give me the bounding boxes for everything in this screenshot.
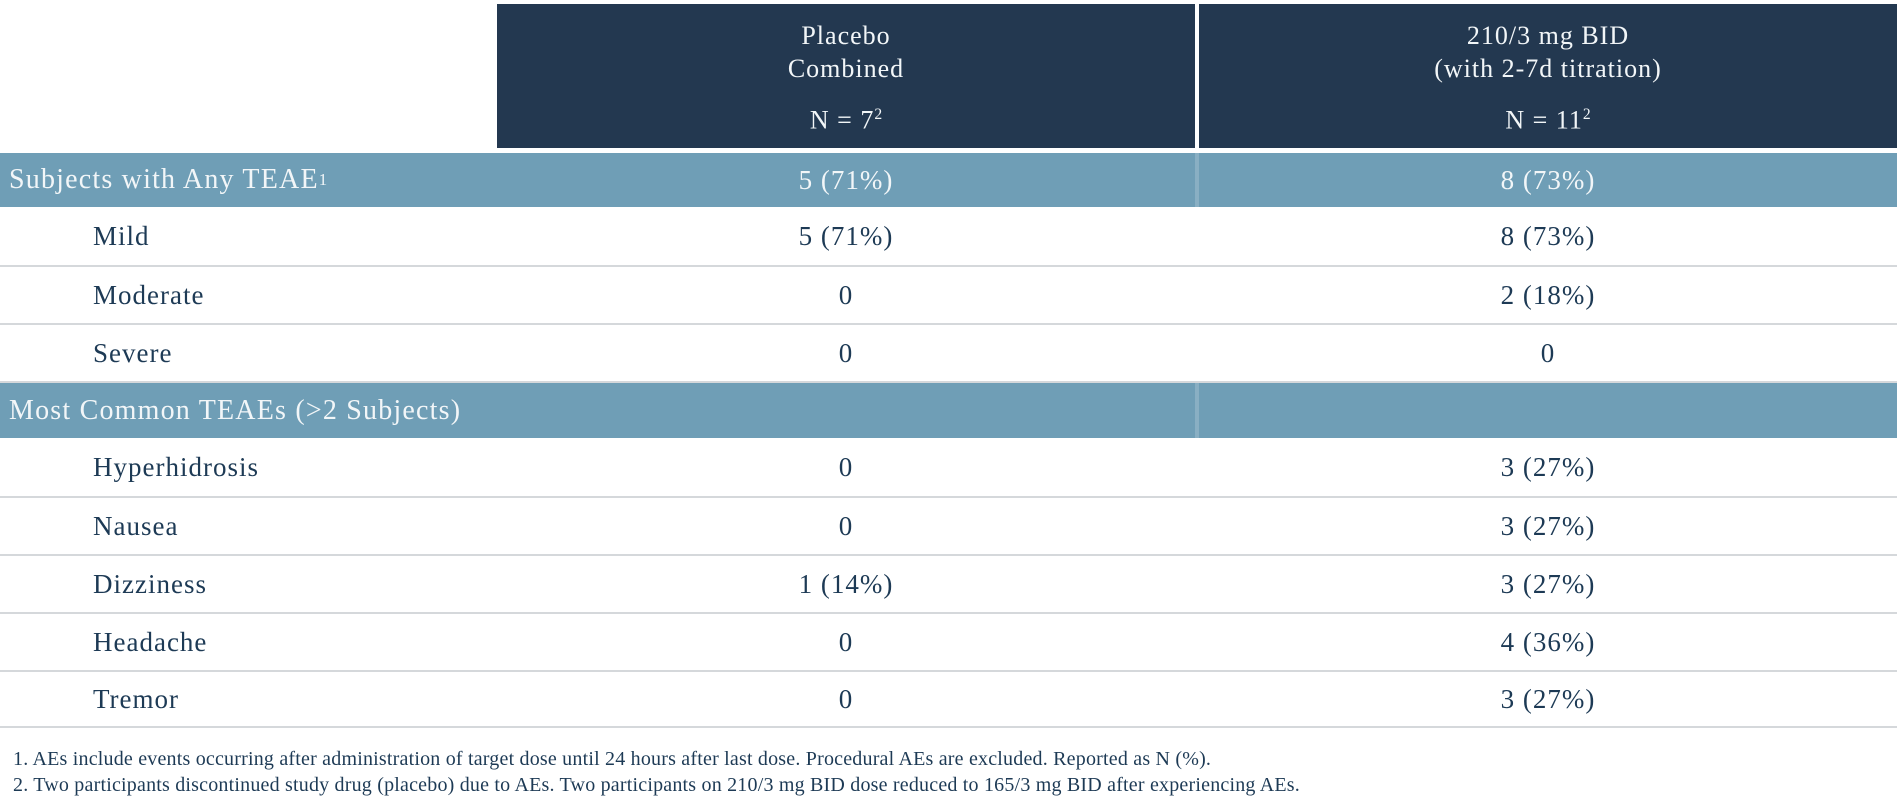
section-label-text: Most Common TEAEs (>2 Subjects) (9, 394, 462, 426)
section-label-text: Subjects with Any TEAE (9, 164, 319, 195)
row-value-placebo: 0 (838, 683, 854, 714)
row-value-dose: 0 (1540, 337, 1556, 368)
table-row-hyperhidrosis: Hyperhidrosis 0 3 (27%) (0, 438, 1897, 496)
row-value-dose: 3 (27%) (1500, 683, 1596, 714)
row-label: Dizziness (93, 568, 207, 599)
row-value-placebo: 0 (838, 451, 854, 482)
table-header-row: Placebo Combined N = 72 210/3 mg BID (wi… (0, 4, 1897, 148)
section-label: Subjects with Any TEAE 1 (0, 153, 497, 207)
n-footnote-marker: 2 (1582, 106, 1591, 123)
row-label: Moderate (93, 279, 205, 310)
footnotes: 1. AEs include events occurring after ad… (0, 746, 1902, 798)
row-label: Tremor (93, 683, 180, 714)
column-n-count: N = 72 (810, 98, 882, 137)
row-value-dose: 4 (36%) (1500, 626, 1596, 657)
column-title-line: Combined (787, 54, 905, 83)
section-footnote-marker: 1 (318, 170, 328, 189)
section-label: Most Common TEAEs (>2 Subjects) (0, 383, 1195, 438)
row-value-placebo: 5 (71%) (798, 220, 894, 251)
row-value-placebo: 0 (838, 510, 854, 541)
row-value-dose: 3 (27%) (1500, 568, 1596, 599)
table-row-tremor: Tremor 0 3 (27%) (0, 670, 1897, 728)
row-label: Nausea (93, 510, 179, 541)
table-row-headache: Headache 0 4 (36%) (0, 612, 1897, 670)
column-seam (1195, 383, 1199, 438)
row-value-dose: 8 (73%) (1500, 220, 1596, 251)
column-n-count: N = 112 (1505, 98, 1590, 137)
column-header-210-3mg-bid: 210/3 mg BID (with 2-7d titration) N = 1… (1199, 4, 1897, 148)
table-row-nausea: Nausea 0 3 (27%) (0, 496, 1897, 554)
table-row-severe: Severe 0 0 (0, 323, 1897, 381)
row-label: Mild (93, 220, 150, 251)
column-title-line: 210/3 mg BID (1466, 21, 1630, 50)
row-value-placebo: 1 (14%) (798, 568, 894, 599)
column-title-line: Placebo (801, 21, 891, 50)
row-value-placebo: 0 (838, 279, 854, 310)
section-value-dose: 8 (73%) (1500, 164, 1596, 195)
row-value-dose: 3 (27%) (1500, 451, 1596, 482)
n-text: N = 7 (809, 105, 875, 135)
table-row-moderate: Moderate 0 2 (18%) (0, 265, 1897, 323)
section-row-most-common-teaes: Most Common TEAEs (>2 Subjects) (0, 381, 1897, 438)
row-value-dose: 2 (18%) (1500, 279, 1596, 310)
column-header-placebo: Placebo Combined N = 72 (497, 4, 1195, 148)
section-empty-cell (1199, 383, 1897, 438)
section-row-subjects-with-any-teae: Subjects with Any TEAE 1 5 (71%) 8 (73%) (0, 153, 1897, 207)
footnote-2: 2. Two participants discontinued study d… (13, 774, 1300, 796)
header-spacer (0, 4, 497, 148)
row-label: Severe (93, 337, 173, 368)
row-value-dose: 3 (27%) (1500, 510, 1596, 541)
n-footnote-marker: 2 (874, 106, 883, 123)
table-row-dizziness: Dizziness 1 (14%) 3 (27%) (0, 554, 1897, 612)
row-value-placebo: 0 (838, 626, 854, 657)
footnote-1: 1. AEs include events occurring after ad… (13, 748, 1212, 770)
column-seam (1195, 153, 1199, 207)
row-value-placebo: 0 (838, 337, 854, 368)
row-label: Hyperhidrosis (93, 451, 259, 482)
table-row-mild: Mild 5 (71%) 8 (73%) (0, 207, 1897, 265)
row-label: Headache (93, 626, 208, 657)
section-value-placebo: 5 (71%) (798, 164, 894, 195)
column-title-line: (with 2-7d titration) (1434, 54, 1662, 83)
n-text: N = 11 (1505, 105, 1583, 135)
